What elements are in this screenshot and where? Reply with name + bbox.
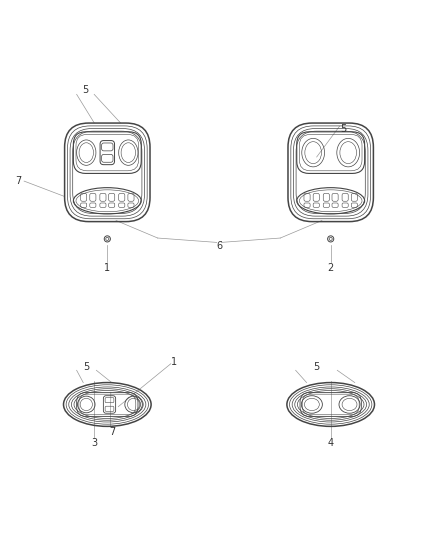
Text: 1: 1	[104, 263, 110, 273]
Text: 5: 5	[340, 124, 346, 134]
Text: 7: 7	[15, 176, 21, 186]
Text: 3: 3	[91, 438, 97, 448]
Text: 7: 7	[109, 426, 115, 437]
Text: 2: 2	[328, 263, 334, 273]
Text: 6: 6	[216, 241, 222, 251]
Text: 4: 4	[328, 438, 334, 448]
Text: 5: 5	[313, 362, 319, 372]
Text: 5: 5	[82, 85, 88, 94]
Text: 5: 5	[83, 362, 89, 372]
Text: 1: 1	[171, 357, 177, 367]
